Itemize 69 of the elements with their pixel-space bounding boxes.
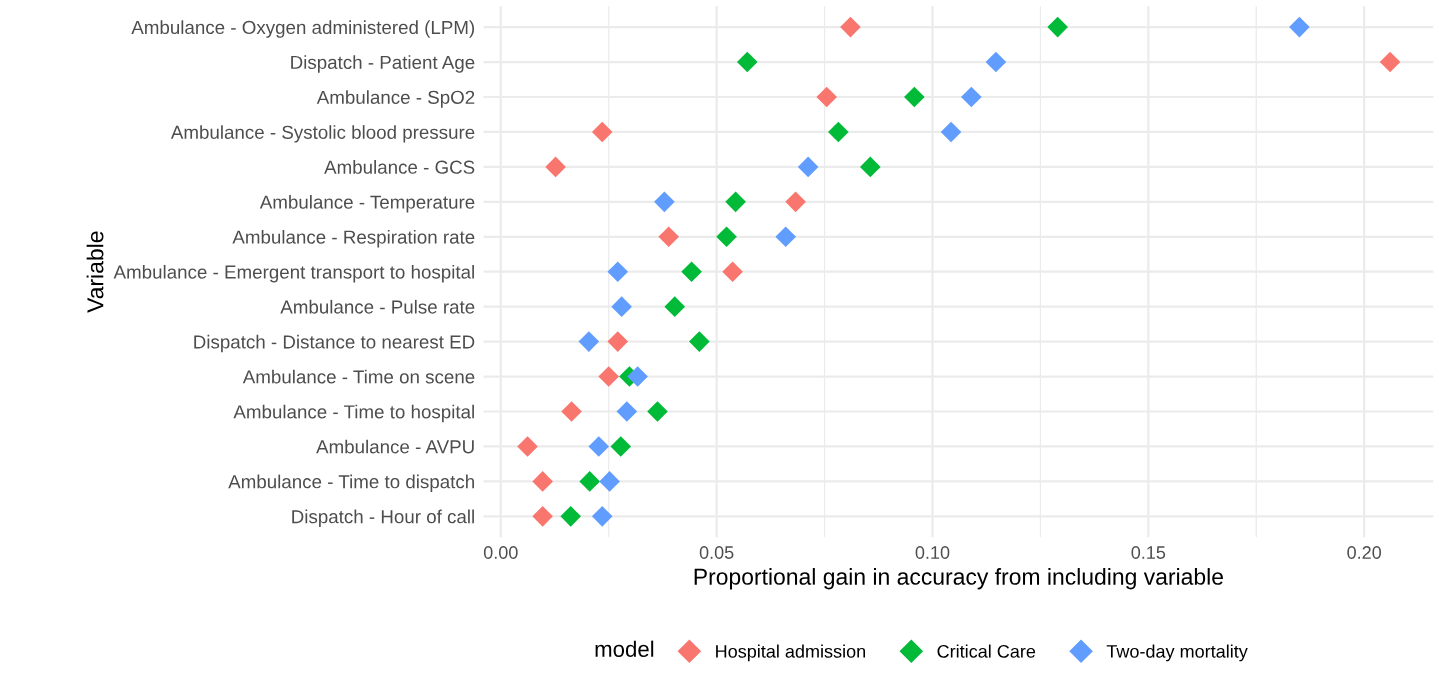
point [961,86,982,108]
point [647,401,668,422]
y-tick-label: Ambulance - Pulse rate [280,299,475,314]
point [985,51,1007,73]
point [578,331,600,352]
y-tick-label: Ambulance - Respiration rate [232,229,475,248]
y-tick-label: Ambulance - GCS [324,160,475,174]
point [588,436,610,457]
point [616,401,638,422]
x-tick-label: 0.15 [1131,546,1166,559]
legend-title: model [595,640,654,657]
y-tick-label: Ambulance - Oxygen administered (LPM) [131,20,475,38]
point [775,226,796,248]
point [1289,16,1310,38]
point [904,86,925,108]
point [599,471,620,492]
point [722,261,743,283]
point [816,86,838,108]
y-tick-label: Ambulance - Temperature [259,195,475,213]
point [591,506,613,527]
point [579,471,600,492]
point [681,261,702,283]
x-tick-label: 0.00 [483,546,518,559]
point [611,296,632,317]
point [532,506,553,527]
y-tick-label: Ambulance - Time to hospital [233,404,474,423]
legend-label: Hospital admission [716,644,866,662]
point [736,51,758,73]
point [1047,16,1068,38]
point [797,156,819,178]
y-tick-label: Ambulance - SpO2 [316,90,475,108]
y-tick-label: Ambulance - Time to dispatch [228,474,474,493]
y-tick-label: Ambulance - AVPU [316,439,474,454]
point [785,191,806,213]
point [607,261,629,283]
point [828,121,849,143]
point [860,156,881,178]
point [689,331,710,352]
point [591,121,613,143]
point [560,506,582,527]
y-axis-title: Variable [86,231,104,313]
point [654,191,675,213]
point [561,401,582,422]
x-tick-label: 0.10 [915,546,950,559]
point [1379,51,1401,73]
point [940,121,962,143]
y-tick-label: Dispatch - Distance to nearest ED [194,334,475,353]
legend-label: Critical Care [937,644,1036,658]
point [610,436,632,457]
point [716,226,737,248]
point [658,226,679,248]
point [545,156,566,178]
x-tick-label: 0.05 [699,546,734,559]
x-tick-label: 0.20 [1347,546,1382,559]
y-tick-label: Dispatch - Patient Age [291,55,475,73]
point [725,191,746,213]
point [532,471,553,492]
point [664,296,686,317]
point [627,366,648,387]
point [598,366,619,387]
y-tick-label: Dispatch - Hour of call [292,509,474,528]
y-tick-label: Ambulance - Emergent transport to hospital [113,264,474,283]
legend-label: Two-day mortality [1106,644,1248,662]
x-axis-title: Proportional gain in accuracy from including variable [694,568,1223,590]
y-tick-label: Ambulance - Systolic blood pressure [170,125,475,143]
point [607,331,629,352]
point [517,436,538,457]
y-tick-label: Ambulance - Time on scene [242,369,475,384]
point [840,16,861,38]
